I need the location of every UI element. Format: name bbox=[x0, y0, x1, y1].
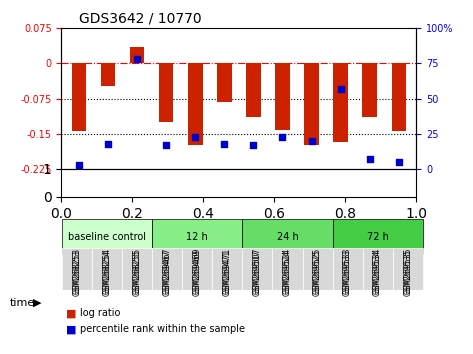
Text: GSM269533: GSM269533 bbox=[343, 248, 352, 294]
Text: GSM269535: GSM269535 bbox=[403, 248, 412, 294]
Point bbox=[366, 156, 374, 162]
Point bbox=[220, 141, 228, 147]
FancyBboxPatch shape bbox=[152, 219, 243, 255]
Text: GSM268254: GSM268254 bbox=[103, 248, 112, 294]
Text: GSM268255: GSM268255 bbox=[133, 248, 142, 294]
Bar bbox=[72, 63, 86, 131]
Bar bbox=[217, 63, 232, 102]
Point bbox=[133, 56, 141, 62]
Point bbox=[250, 142, 257, 148]
Text: log ratio: log ratio bbox=[80, 308, 121, 318]
FancyBboxPatch shape bbox=[62, 219, 152, 255]
Text: GSM269469: GSM269469 bbox=[193, 250, 202, 296]
Text: GSM268255: GSM268255 bbox=[133, 250, 142, 296]
Bar bbox=[101, 63, 115, 86]
FancyBboxPatch shape bbox=[152, 248, 182, 290]
Bar bbox=[188, 63, 202, 145]
Text: ■: ■ bbox=[66, 324, 77, 334]
FancyBboxPatch shape bbox=[272, 248, 303, 290]
Point bbox=[162, 142, 170, 148]
Text: GSM269525: GSM269525 bbox=[313, 250, 322, 296]
Text: ▶: ▶ bbox=[33, 298, 42, 308]
Point bbox=[75, 162, 83, 167]
FancyBboxPatch shape bbox=[333, 248, 363, 290]
Text: GSM268253: GSM268253 bbox=[73, 248, 82, 294]
Text: baseline control: baseline control bbox=[68, 232, 146, 242]
Text: GSM269524: GSM269524 bbox=[283, 248, 292, 294]
Text: GSM269507: GSM269507 bbox=[253, 248, 262, 294]
FancyBboxPatch shape bbox=[363, 248, 393, 290]
Text: GSM269467: GSM269467 bbox=[163, 250, 172, 296]
Text: time: time bbox=[9, 298, 35, 308]
Text: GSM269525: GSM269525 bbox=[313, 248, 322, 294]
FancyBboxPatch shape bbox=[122, 248, 152, 290]
Bar bbox=[159, 63, 174, 122]
FancyBboxPatch shape bbox=[243, 248, 272, 290]
Text: GSM269535: GSM269535 bbox=[403, 250, 412, 296]
FancyBboxPatch shape bbox=[182, 248, 212, 290]
Text: GSM269534: GSM269534 bbox=[373, 248, 382, 294]
Bar bbox=[362, 63, 377, 117]
Text: GSM268254: GSM268254 bbox=[103, 250, 112, 296]
Text: 24 h: 24 h bbox=[277, 232, 298, 242]
Text: percentile rank within the sample: percentile rank within the sample bbox=[80, 324, 245, 334]
Text: 12 h: 12 h bbox=[186, 232, 208, 242]
Point bbox=[308, 138, 315, 144]
Bar bbox=[246, 63, 261, 117]
Bar bbox=[275, 63, 290, 131]
FancyBboxPatch shape bbox=[212, 248, 243, 290]
Point bbox=[192, 134, 199, 139]
Text: GSM269507: GSM269507 bbox=[253, 250, 262, 296]
FancyBboxPatch shape bbox=[62, 248, 92, 290]
FancyBboxPatch shape bbox=[303, 248, 333, 290]
Text: GSM269524: GSM269524 bbox=[283, 250, 292, 296]
Text: GSM268253: GSM268253 bbox=[73, 250, 82, 296]
Text: GSM269469: GSM269469 bbox=[193, 248, 202, 294]
Text: GSM269467: GSM269467 bbox=[163, 248, 172, 294]
FancyBboxPatch shape bbox=[333, 219, 423, 255]
Text: GSM269534: GSM269534 bbox=[373, 250, 382, 296]
Point bbox=[279, 134, 286, 139]
FancyBboxPatch shape bbox=[393, 248, 423, 290]
Point bbox=[104, 141, 112, 147]
Text: ■: ■ bbox=[66, 308, 77, 318]
Text: GDS3642 / 10770: GDS3642 / 10770 bbox=[79, 12, 202, 26]
Bar bbox=[130, 47, 144, 63]
Bar bbox=[392, 63, 406, 131]
Text: GSM269471: GSM269471 bbox=[223, 250, 232, 296]
FancyBboxPatch shape bbox=[92, 248, 122, 290]
Bar bbox=[304, 63, 319, 145]
Point bbox=[395, 159, 403, 165]
Text: GSM269471: GSM269471 bbox=[223, 248, 232, 294]
Text: GSM269533: GSM269533 bbox=[343, 250, 352, 296]
Point bbox=[337, 86, 344, 92]
Text: 72 h: 72 h bbox=[367, 232, 388, 242]
FancyBboxPatch shape bbox=[243, 219, 333, 255]
Bar bbox=[333, 63, 348, 142]
